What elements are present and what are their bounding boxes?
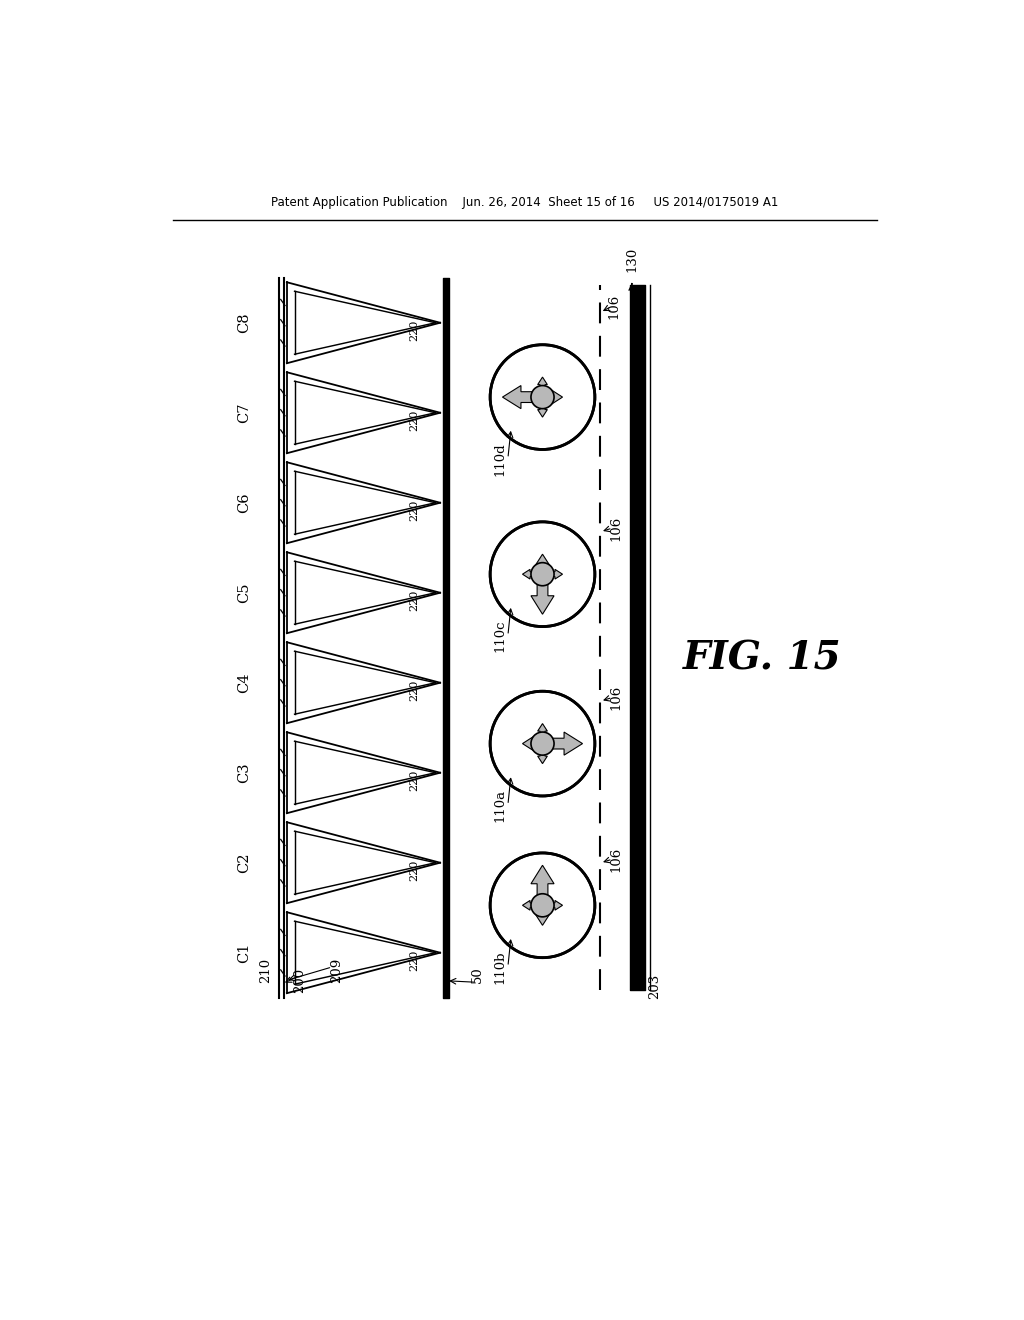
- Text: 209: 209: [330, 958, 343, 983]
- FancyArrow shape: [536, 906, 550, 925]
- FancyArrow shape: [522, 737, 543, 751]
- Text: Patent Application Publication    Jun. 26, 2014  Sheet 15 of 16     US 2014/0175: Patent Application Publication Jun. 26, …: [271, 195, 778, 209]
- Text: C7: C7: [238, 403, 252, 422]
- Text: 220: 220: [409, 949, 419, 970]
- Text: 130: 130: [626, 247, 638, 272]
- Text: 203: 203: [647, 974, 660, 999]
- FancyArrow shape: [543, 391, 562, 404]
- Circle shape: [531, 385, 554, 409]
- Text: 220: 220: [409, 770, 419, 791]
- Text: 106: 106: [609, 685, 623, 710]
- Text: 220: 220: [409, 319, 419, 341]
- Text: C8: C8: [238, 313, 252, 333]
- Text: C1: C1: [238, 942, 252, 962]
- FancyArrow shape: [538, 378, 548, 397]
- Text: 220: 220: [409, 409, 419, 430]
- FancyArrow shape: [531, 574, 554, 614]
- FancyArrow shape: [536, 554, 550, 574]
- Text: C4: C4: [238, 672, 252, 693]
- FancyArrow shape: [543, 733, 583, 755]
- Text: 200: 200: [294, 968, 306, 994]
- Text: C6: C6: [238, 492, 252, 513]
- Circle shape: [531, 562, 554, 586]
- FancyArrow shape: [531, 866, 554, 906]
- Circle shape: [531, 894, 554, 917]
- FancyArrow shape: [538, 743, 548, 763]
- Text: C2: C2: [238, 853, 252, 873]
- FancyArrow shape: [503, 385, 543, 409]
- Text: 210: 210: [259, 958, 271, 983]
- Text: C5: C5: [238, 582, 252, 603]
- FancyArrow shape: [538, 397, 548, 417]
- FancyArrow shape: [543, 569, 562, 579]
- FancyArrow shape: [543, 900, 562, 911]
- Text: FIG. 15: FIG. 15: [683, 640, 842, 678]
- Text: 110c: 110c: [494, 619, 507, 652]
- FancyArrow shape: [522, 900, 543, 911]
- Text: 110b: 110b: [494, 950, 507, 983]
- Text: 50: 50: [471, 966, 483, 983]
- Text: 106: 106: [609, 846, 623, 871]
- Text: 220: 220: [409, 589, 419, 611]
- Text: 220: 220: [409, 680, 419, 701]
- Text: 220: 220: [409, 859, 419, 880]
- Text: 106: 106: [607, 293, 621, 319]
- FancyArrow shape: [538, 723, 548, 743]
- Text: C3: C3: [238, 763, 252, 783]
- Circle shape: [531, 733, 554, 755]
- Text: 220: 220: [409, 499, 419, 520]
- Text: 110a: 110a: [494, 788, 507, 822]
- Text: 106: 106: [609, 515, 623, 541]
- FancyArrow shape: [522, 569, 543, 579]
- Text: 110d: 110d: [494, 442, 507, 475]
